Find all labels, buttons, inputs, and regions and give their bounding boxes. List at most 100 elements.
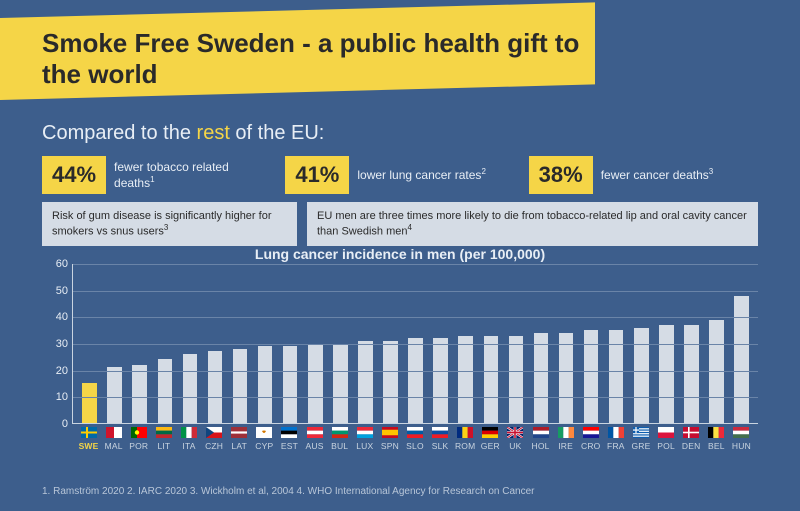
x-tick-label: SLK <box>432 441 449 451</box>
x-tick: ITA <box>176 427 201 451</box>
x-tick: SPN <box>377 427 402 451</box>
stat-percent: 44% <box>42 156 106 194</box>
x-tick: SWE <box>76 427 101 451</box>
flag-icon <box>256 427 272 438</box>
bar <box>82 383 97 423</box>
x-tick: EST <box>277 427 302 451</box>
stat-item: 38% fewer cancer deaths3 <box>529 156 758 194</box>
x-tick: GER <box>478 427 503 451</box>
x-tick: AUS <box>302 427 327 451</box>
subhead-highlight: rest <box>197 122 230 144</box>
bar <box>559 333 574 423</box>
x-tick: UK <box>503 427 528 451</box>
bar <box>684 325 699 423</box>
grid-line <box>73 344 758 345</box>
bar <box>107 367 122 423</box>
x-tick: MAL <box>101 427 126 451</box>
x-tick-label: LIT <box>157 441 170 451</box>
flag-icon <box>106 427 122 438</box>
flag-icon <box>81 427 97 438</box>
x-tick: POL <box>654 427 679 451</box>
x-tick: BEL <box>704 427 729 451</box>
stat-item: 44% fewer tobacco related deaths1 <box>42 156 271 194</box>
bar <box>183 354 198 423</box>
x-tick: HOL <box>528 427 553 451</box>
flag-icon <box>131 427 147 438</box>
x-tick-label: LAT <box>231 441 247 451</box>
page-title: Smoke Free Sweden - a public health gift… <box>42 28 582 90</box>
x-tick-label: POR <box>129 441 148 451</box>
x-tick-label: IRE <box>558 441 573 451</box>
x-tick: IRE <box>553 427 578 451</box>
bar <box>408 338 423 423</box>
flag-icon <box>457 427 473 438</box>
y-tick-label: 50 <box>44 285 68 297</box>
flag-icon <box>683 427 699 438</box>
bar-chart: SWEMALPORLITITACZHLATCYPESTAUSBULLUXSPNS… <box>42 264 758 464</box>
flag-icon <box>482 427 498 438</box>
bar <box>433 338 448 423</box>
flag-icon <box>307 427 323 438</box>
y-tick-label: 40 <box>44 311 68 323</box>
flag-icon <box>156 427 172 438</box>
bar <box>484 336 499 423</box>
y-tick-label: 20 <box>44 365 68 377</box>
x-tick: GRE <box>628 427 653 451</box>
stat-percent: 38% <box>529 156 593 194</box>
flag-icon <box>733 427 749 438</box>
chart-title: Lung cancer incidence in men (per 100,00… <box>0 246 800 262</box>
bar <box>634 328 649 423</box>
x-tick: DEN <box>679 427 704 451</box>
bar <box>383 341 398 423</box>
x-tick: HUN <box>729 427 754 451</box>
x-tick-label: FRA <box>607 441 625 451</box>
info-row: Risk of gum disease is significantly hig… <box>42 202 758 246</box>
flag-icon <box>608 427 624 438</box>
grid-line <box>73 291 758 292</box>
x-tick: FRA <box>603 427 628 451</box>
bar <box>132 365 147 423</box>
flag-icon <box>281 427 297 438</box>
stat-label: lower lung cancer rates2 <box>357 167 486 182</box>
x-tick: CZH <box>202 427 227 451</box>
bar <box>534 333 549 423</box>
x-axis: SWEMALPORLITITACZHLATCYPESTAUSBULLUXSPNS… <box>72 427 758 451</box>
bar <box>308 344 323 424</box>
x-tick-label: LUX <box>356 441 373 451</box>
x-tick-label: GER <box>481 441 500 451</box>
bar <box>283 346 298 423</box>
flag-icon <box>407 427 423 438</box>
flag-icon <box>382 427 398 438</box>
x-tick-label: BUL <box>331 441 348 451</box>
x-tick: POR <box>126 427 151 451</box>
flag-icon <box>231 427 247 438</box>
flag-icon <box>708 427 724 438</box>
stat-label: fewer tobacco related deaths1 <box>114 160 271 190</box>
x-tick: LAT <box>227 427 252 451</box>
flag-icon <box>332 427 348 438</box>
subhead-prefix: Compared to the <box>42 122 197 144</box>
flag-icon <box>507 427 523 438</box>
flag-icon <box>432 427 448 438</box>
subheading: Compared to the rest of the EU: <box>42 122 324 145</box>
stats-row: 44% fewer tobacco related deaths1 41% lower… <box>42 156 758 194</box>
x-tick-label: GRE <box>631 441 650 451</box>
bar <box>458 336 473 423</box>
chart-plot-area <box>72 264 758 424</box>
subhead-suffix: of the EU: <box>230 122 325 144</box>
x-tick: SLO <box>402 427 427 451</box>
flag-icon <box>206 427 222 438</box>
y-tick-label: 60 <box>44 258 68 270</box>
x-tick-label: HUN <box>732 441 751 451</box>
stat-item: 41% lower lung cancer rates2 <box>285 156 514 194</box>
stat-percent: 41% <box>285 156 349 194</box>
bar <box>509 336 524 423</box>
x-tick-label: DEN <box>682 441 701 451</box>
x-tick: LIT <box>151 427 176 451</box>
x-tick-label: SLO <box>406 441 424 451</box>
bar <box>258 346 273 423</box>
flag-icon <box>583 427 599 438</box>
x-tick-label: MAL <box>105 441 123 451</box>
stat-label: fewer cancer deaths3 <box>601 167 714 182</box>
info-box: EU men are three times more likely to di… <box>307 202 758 246</box>
